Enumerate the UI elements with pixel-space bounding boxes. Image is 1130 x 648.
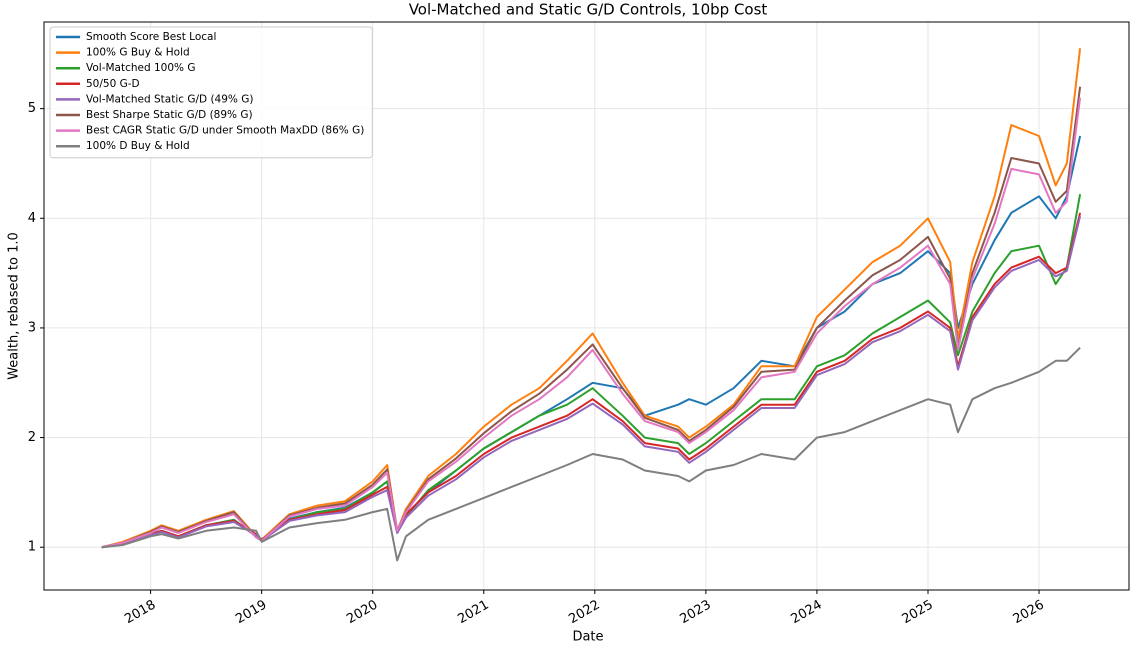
legend-label: Vol-Matched 100% G bbox=[86, 62, 196, 74]
legend-label: 50/50 G-D bbox=[86, 78, 140, 90]
legend-label: 100% D Buy & Hold bbox=[86, 140, 190, 152]
x-tick-label: 2026 bbox=[1011, 598, 1047, 628]
y-tick-label: 4 bbox=[28, 211, 36, 226]
x-tick-label: 2024 bbox=[789, 598, 825, 628]
x-tick-label: 2025 bbox=[900, 598, 936, 628]
series-line bbox=[101, 215, 1082, 549]
x-axis-label: Date bbox=[572, 630, 603, 645]
y-tick-label: 2 bbox=[28, 430, 36, 445]
y-tick-label: 1 bbox=[28, 540, 36, 555]
y-axis-label: Wealth, rebased to 1.0 bbox=[7, 232, 22, 380]
x-tick-label: 2018 bbox=[122, 598, 158, 628]
series-line bbox=[101, 346, 1081, 562]
legend-label: Best Sharpe Static G/D (89% G) bbox=[86, 109, 253, 121]
plot-frame bbox=[43, 21, 1130, 591]
legend-label: Best CAGR Static G/D under Smooth MaxDD … bbox=[86, 125, 364, 137]
series-line bbox=[101, 212, 1082, 549]
chart-title: Vol-Matched and Static G/D Controls, 10b… bbox=[409, 1, 768, 19]
legend: Smooth Score Best Local 100% G Buy & Hold… bbox=[49, 26, 373, 159]
series-line bbox=[101, 135, 1082, 549]
legend-label: 100% G Buy & Hold bbox=[86, 47, 190, 59]
x-tick-label: 2022 bbox=[566, 598, 602, 628]
x-tick-label: 2020 bbox=[344, 598, 380, 628]
series-line bbox=[101, 97, 1082, 549]
x-tick-label: 2023 bbox=[677, 598, 713, 628]
y-tick-label: 5 bbox=[28, 101, 36, 116]
x-tick-label: 2019 bbox=[233, 598, 269, 628]
legend-label: Smooth Score Best Local bbox=[86, 31, 216, 43]
x-tick-label: 2021 bbox=[455, 598, 491, 628]
legend-box bbox=[49, 26, 373, 159]
legend-label: Vol-Matched Static G/D (49% G) bbox=[86, 93, 253, 105]
y-tick-label: 3 bbox=[28, 320, 36, 335]
